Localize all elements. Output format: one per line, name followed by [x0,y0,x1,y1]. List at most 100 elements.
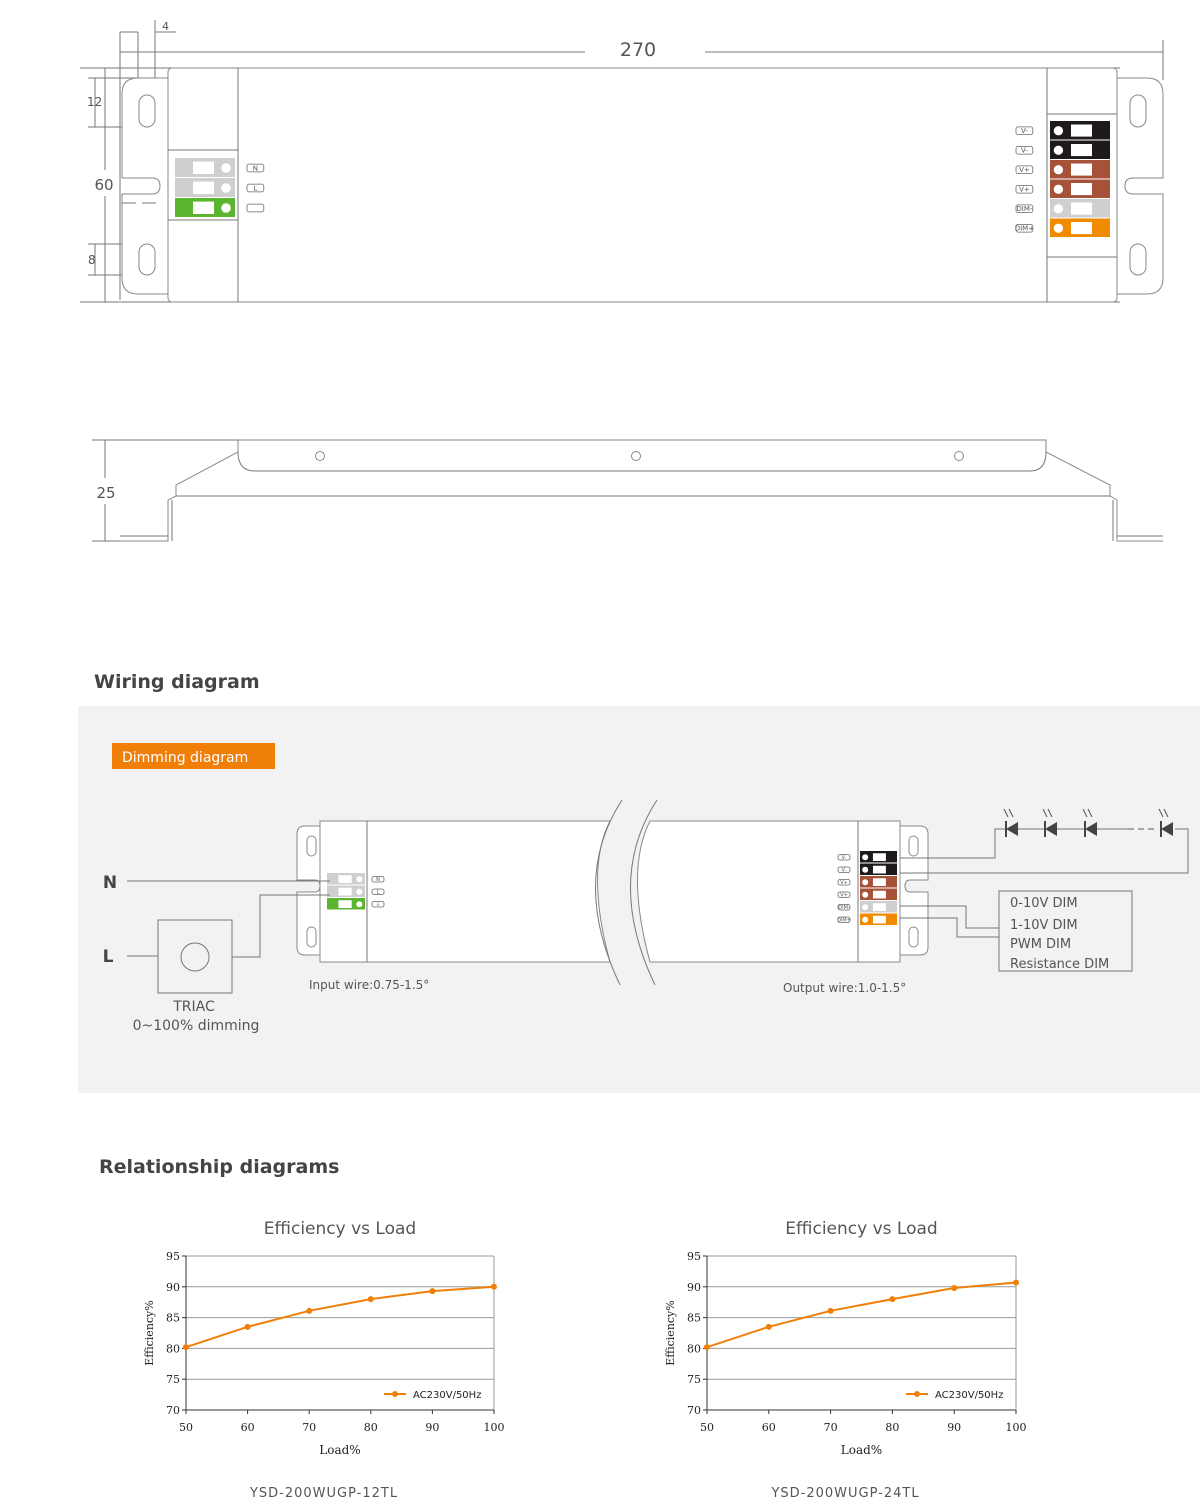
terminal-clamp [872,903,886,911]
data-point [951,1285,958,1292]
wiring-output-terminals: V- V- V+ V+ DIM- DIM+ [837,851,897,925]
screw-hole [631,451,641,461]
terminal-label-box [246,163,265,173]
terminal-label-box [1015,165,1034,174]
dim-hole-bottom: 8 [88,253,96,267]
led-diode-icon [1161,822,1173,836]
input-terminal-label: L [377,890,380,896]
terminal-label-box [837,916,851,923]
terminal-screw-icon [1053,126,1064,136]
output-terminal-label: DIM+ [1015,225,1034,233]
terminal-screw-icon [1053,145,1064,155]
efficiency-chart-12tl: Efficiency vs Load 70 75 80 85 90 95 50 60 70 80 90… [143,1219,505,1501]
y-tick-label: 95 [166,1250,180,1263]
led-diode-icon [1045,822,1057,836]
x-tick-label: 50 [700,1421,714,1434]
terminal-clamp [872,865,886,874]
terminal-clamp [1071,202,1092,215]
terminal-label-box [1015,126,1034,136]
wiring-input-terminals: N L ⏚ [327,873,385,910]
output-wire-spec: Output wire:1.0-1.5° [783,981,906,995]
data-point [244,1323,251,1330]
input-terminal-label: ⏚ [375,901,380,908]
terminal-clamp [338,887,352,896]
y-tick-label: 85 [687,1312,701,1325]
y-tick-label: 85 [166,1312,180,1325]
left-mounting-tab [121,77,169,295]
terminal-screw-icon [356,888,363,895]
screw-hole [315,451,325,461]
triac-label: TRIAC [172,999,215,1015]
mounting-hole [1129,94,1147,128]
terminal-screw-icon [862,891,869,898]
x-tick-label: 100 [1006,1421,1027,1434]
y-tick-label: 90 [166,1281,180,1294]
terminal-label-box [371,901,385,908]
triac-dimmer [157,919,233,994]
dimming-controller-box [998,890,1133,972]
data-point [1013,1279,1019,1286]
light-ray-icon [1158,808,1169,818]
terminal-screw-icon [1053,204,1064,214]
mounting-hole [1129,243,1147,276]
output-terminal-label: V- [842,868,847,874]
terminal-label-box [1015,145,1034,155]
terminal-screw-icon [862,854,869,861]
terminal-clamp [193,201,214,214]
screw-hole [954,451,964,461]
dim-mode: PWM DIM [1010,937,1071,952]
dim-hole-offset: 4 [162,20,169,33]
x-tick-label: 50 [179,1421,193,1434]
terminal-screw-icon [1053,223,1064,233]
series-line [185,1285,495,1349]
legend-marker [914,1391,920,1397]
terminal-clamp [1071,144,1092,157]
y-tick-label: 80 [166,1342,180,1355]
model-caption: YSD-200WUGP-24TL [770,1486,919,1501]
legend-marker [392,1391,398,1397]
legend-label: AC230V/50Hz [935,1390,1003,1401]
terminal-clamp [872,915,886,924]
terminal-screw-icon [1053,165,1064,175]
light-ray-icon [1042,808,1053,818]
neutral-label: N [103,873,117,893]
side-view: 25 [92,439,1163,542]
y-tick-label: 70 [166,1404,180,1417]
terminal-screw-icon [862,916,869,923]
data-point [306,1307,313,1314]
terminal-label-box [246,183,265,193]
data-point [704,1344,710,1351]
data-point [183,1344,189,1351]
terminal-screw-icon [221,163,231,173]
terminal-clamp [1071,222,1092,235]
output-terminal-label: V- [1021,147,1028,155]
dim-mode: Resistance DIM [1010,957,1109,972]
y-tick-label: 90 [687,1281,701,1294]
input-terminal-label: N [253,164,258,172]
dim-height: 60 [94,176,113,194]
output-terminal-block: V- V- V+ V+ DIM- DIM+ [1015,121,1110,237]
terminal-label-box [837,891,851,898]
dim-hole-top: 12 [87,95,102,109]
led-diode-icon [1085,822,1097,836]
driver-side-profile [120,439,1163,542]
chart-title: Efficiency vs Load [785,1219,937,1239]
right-mounting-tab [1116,77,1164,295]
output-terminal-label: V- [842,855,847,861]
data-point [429,1288,436,1295]
output-terminal-label: V+ [1019,186,1030,194]
terminal-screw-icon [221,183,231,193]
terminal-label-box [837,879,851,886]
y-axis-label: Efficiency% [143,1300,156,1365]
terminal-screw-icon [862,866,869,873]
y-tick-label: 75 [166,1373,180,1386]
dim-mode: 0-10V DIM [1010,896,1078,911]
mounting-hole [138,94,156,128]
terminal-screw-icon [862,904,869,911]
top-view: 270 4 60 12 8 NL V-V-V+V+DIM-DIM+ [80,20,1164,303]
terminal-clamp [1071,124,1092,137]
led-diode-icon [1006,822,1018,836]
dimming-badge-label: Dimming diagram [122,750,248,766]
triac-knob-icon [180,942,210,972]
y-tick-label: 80 [687,1342,701,1355]
